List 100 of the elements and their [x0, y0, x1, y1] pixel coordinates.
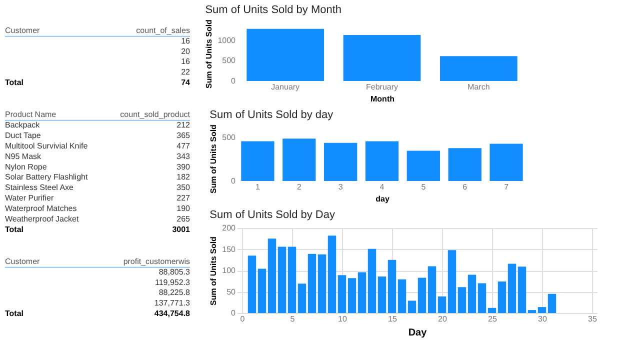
bar: [288, 246, 296, 313]
x-tick-label: 2: [296, 182, 302, 192]
x-tick-label: 4: [380, 182, 385, 192]
bar: [298, 284, 306, 313]
bar: [508, 264, 516, 313]
data-label: 88,225.8: [158, 288, 191, 298]
y-tick-label: 0: [231, 308, 236, 318]
x-tick-label: 0: [240, 314, 246, 324]
text: Customer: [5, 26, 40, 36]
category-label: Total: [5, 78, 24, 87]
y-axis-title: Sum of Units Sold: [209, 236, 218, 306]
bar: [368, 248, 376, 313]
y-tick-label: 100: [222, 266, 236, 275]
bar: [324, 142, 358, 181]
bar: [258, 268, 266, 313]
chart-title: Sum of Units Sold by day: [210, 109, 334, 122]
x-axis-title: Day: [408, 328, 428, 338]
category-label: N95 Mask: [5, 152, 42, 161]
x-tick-label: 1: [255, 182, 260, 192]
bar: [318, 254, 326, 313]
category-label: Nylon Rope: [5, 162, 48, 172]
bar: [548, 294, 556, 313]
bar: [378, 276, 386, 313]
x-tick-label: 6: [462, 182, 468, 192]
y-axis-title: Sum of Units Sold: [204, 19, 214, 88]
data-label: 477: [176, 141, 191, 150]
bar: [418, 278, 426, 313]
x-tick-label: January: [271, 82, 300, 92]
data-label: 343: [176, 152, 191, 161]
bar: [408, 300, 416, 313]
chart-title: Sum of Units Sold by Month: [205, 4, 342, 16]
bar: [241, 141, 274, 181]
bar: [478, 283, 486, 313]
category-label: Weatherproof Jacket: [5, 214, 80, 224]
bar: [488, 308, 496, 313]
y-tick-label: 200: [222, 224, 236, 232]
x-tick-label: 5: [290, 314, 296, 324]
x-tick-label: 10: [338, 314, 348, 324]
bar: [440, 56, 518, 81]
text: profit_customerwis: [123, 257, 190, 266]
x-tick-label: 15: [388, 314, 398, 324]
data-label: 390: [176, 162, 191, 172]
bar: [528, 310, 536, 313]
data-label: 365: [176, 131, 191, 140]
bar: [538, 307, 546, 313]
x-tick-label: 7: [504, 182, 510, 192]
category-label: Duct Tape: [5, 131, 42, 140]
x-tick-label: February: [366, 82, 398, 92]
data-label: 182: [176, 172, 191, 182]
x-axis-title: day: [376, 194, 390, 204]
bar: [388, 260, 396, 313]
bar: [518, 266, 526, 313]
bar: [458, 287, 466, 313]
data-label: 190: [176, 204, 191, 213]
text: Customer: [5, 257, 40, 266]
data-label: 265: [176, 214, 191, 224]
bar: [308, 254, 316, 313]
bar: [448, 148, 482, 181]
data-label: 434,754.8: [154, 308, 191, 318]
data-label: 20: [181, 46, 191, 56]
data-label: 74: [181, 78, 191, 87]
text: count_of_sales: [136, 26, 190, 36]
x-tick-label: 25: [488, 314, 498, 324]
y-tick-label: 0: [231, 176, 236, 186]
y-tick-label: 1000: [218, 36, 236, 45]
y-tick-label: 150: [222, 244, 236, 254]
y-tick-label: 500: [222, 133, 236, 142]
bar: [328, 236, 336, 313]
data-label: 16: [181, 36, 191, 46]
bar: [498, 282, 506, 313]
bar: [268, 238, 276, 313]
bar: [248, 256, 256, 313]
bar: [428, 266, 436, 313]
data-label: 3001: [172, 224, 191, 234]
text: Product Name: [5, 110, 57, 120]
bar: [348, 278, 356, 313]
x-axis-title: Month: [370, 94, 395, 104]
data-label: 137,771.3: [154, 298, 191, 308]
y-axis-title: Sum of Units Sold: [209, 124, 218, 194]
category-label: Waterproof Matches: [5, 204, 77, 213]
category-label: Multitool Survivial Knife: [5, 141, 88, 150]
x-tick-label: 5: [421, 182, 426, 192]
data-label: 119,952.3: [155, 278, 191, 287]
bar: [338, 275, 346, 313]
chart-title: Sum of Units Sold by Day: [210, 209, 336, 221]
category-label: Total: [5, 308, 24, 318]
x-tick-label: 30: [538, 314, 548, 324]
category-label: Solar Battery Flashlight: [5, 172, 88, 182]
x-tick-label: 3: [338, 182, 344, 192]
y-tick-label: 500: [222, 56, 236, 66]
bar: [365, 141, 399, 181]
bar: [406, 150, 440, 181]
data-label: 16: [181, 57, 191, 66]
bar: [246, 28, 324, 81]
category-label: Water Purifier: [5, 194, 54, 203]
x-tick-label: March: [468, 82, 490, 92]
data-label: 227: [176, 194, 191, 203]
data-label: 88,805.3: [158, 268, 191, 276]
bar: [343, 34, 421, 81]
bar: [490, 144, 523, 181]
